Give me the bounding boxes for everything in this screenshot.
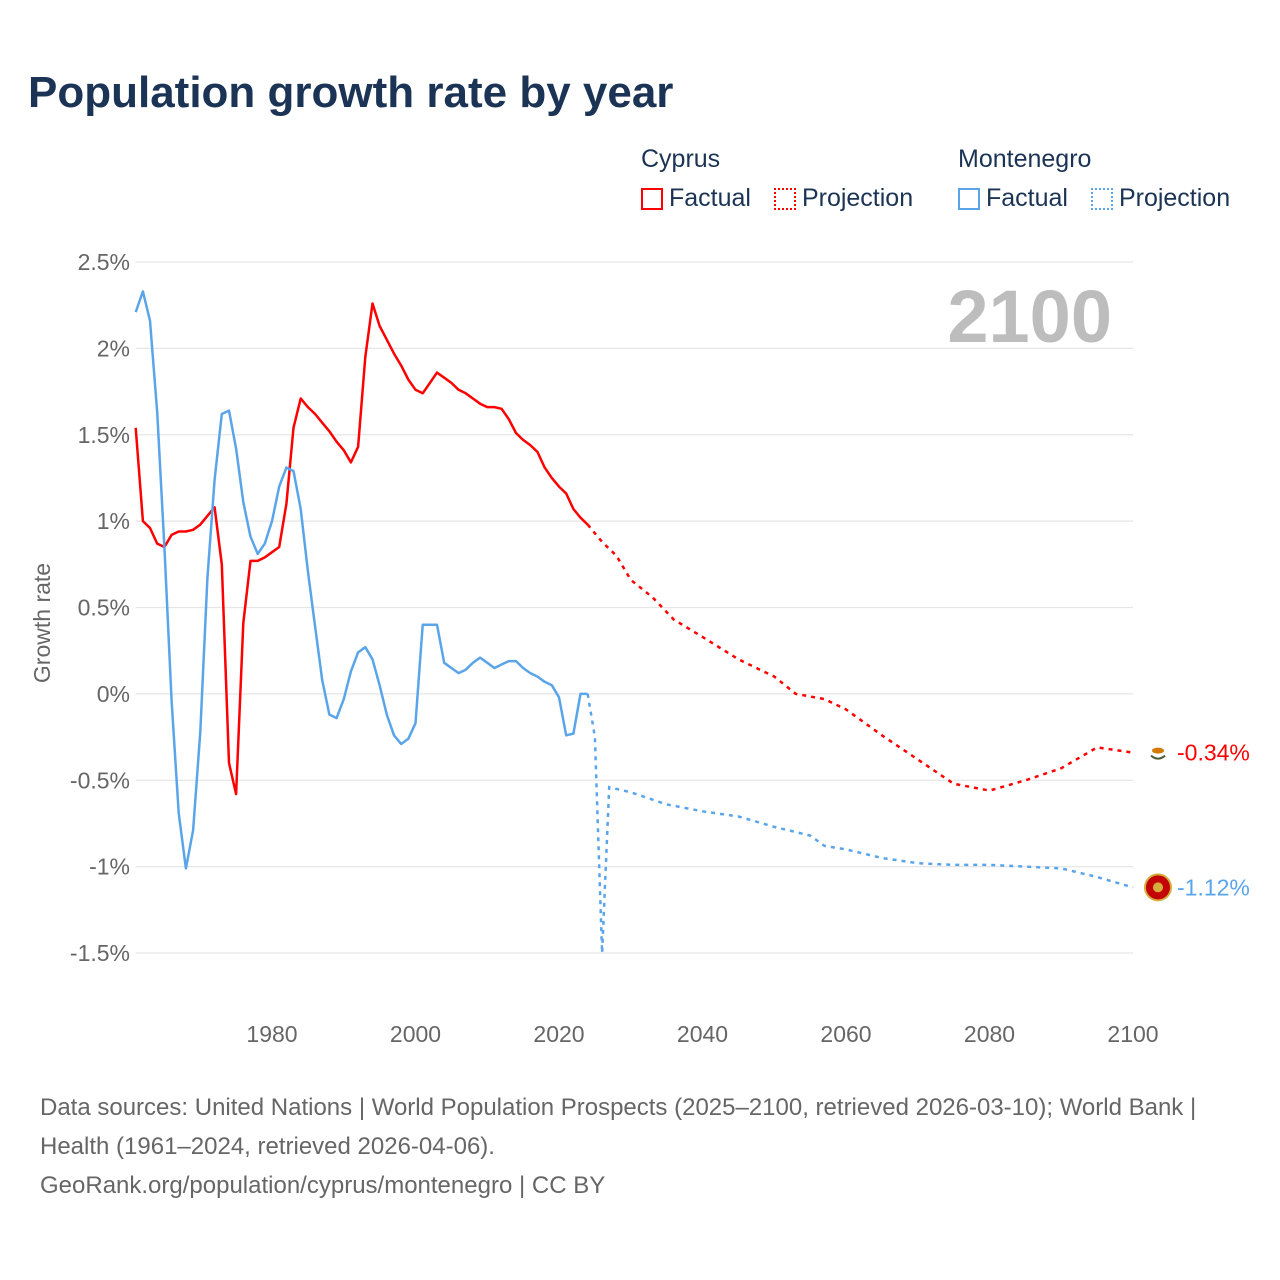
legend-group-cyprus: Cyprus Factual Projection — [641, 145, 929, 217]
x-tick-label: 2100 — [1107, 1021, 1158, 1047]
cyprus-flag-icon — [1148, 742, 1168, 763]
x-tick-label: 1980 — [246, 1021, 297, 1047]
x-tick-label: 2020 — [533, 1021, 584, 1047]
y-tick-label: 0.5% — [78, 595, 130, 621]
line-chart: 2.5% 2% 1.5% 1% 0.5% 0% -0.5% -1% -1.5% 1980 2000… — [29, 249, 1250, 1047]
legend-item-cyprus-factual[interactable]: Factual — [641, 184, 751, 213]
legend-label: Factual — [986, 184, 1068, 212]
montenegro-factual-line — [134, 290, 588, 870]
y-tick-label: -1.5% — [70, 940, 130, 966]
current-year-label: 2100 — [947, 275, 1112, 358]
legend-swatch-dotted — [773, 187, 796, 210]
legend-item-montenegro-factual[interactable]: Factual — [958, 184, 1068, 213]
credit-link[interactable]: GeoRank.org/population/cyprus/montenegro… — [40, 1172, 606, 1199]
legend-label: Factual — [669, 184, 751, 212]
cyprus-end-value-label: -0.34% — [1177, 740, 1250, 766]
x-tick-label: 2060 — [820, 1021, 871, 1047]
y-tick-label: 2% — [97, 335, 130, 361]
legend-item-montenegro-projection[interactable]: Projection — [1090, 184, 1231, 213]
legend-group-label: Cyprus — [641, 145, 721, 173]
y-tick-label: 1% — [97, 508, 130, 534]
y-tick-label: 0% — [97, 681, 130, 707]
legend-swatch-solid — [641, 187, 663, 210]
y-tick-label: -0.5% — [70, 767, 130, 793]
montenegro-projection-line — [586, 693, 1134, 954]
legend-label: Projection — [1118, 184, 1231, 212]
legend-item-cyprus-projection[interactable]: Projection — [773, 184, 914, 213]
data-sources: Data sources: United Nations | World Pop… — [40, 1094, 1197, 1160]
montenegro-end-value-label: -1.12% — [1177, 874, 1250, 900]
y-tick-label: 2.5% — [78, 249, 130, 275]
legend-label: Projection — [801, 184, 914, 212]
legend-swatch-solid — [958, 187, 980, 210]
montenegro-flag-icon — [1144, 873, 1172, 902]
y-tick-label: 1.5% — [78, 422, 130, 448]
y-tick-label: -1% — [89, 854, 130, 880]
chart-title: Population growth rate by year — [28, 68, 674, 117]
x-tick-label: 2040 — [677, 1021, 728, 1047]
x-tick-label: 2080 — [964, 1021, 1015, 1047]
cyprus-projection-line — [586, 523, 1134, 792]
footer: Data sources: United Nations | World Pop… — [40, 1088, 1240, 1205]
legend-group-label: Montenegro — [958, 145, 1092, 173]
y-axis-label: Growth rate — [29, 563, 55, 683]
x-tick-label: 2000 — [390, 1021, 441, 1047]
legend-group-montenegro: Montenegro Factual Projection — [958, 145, 1230, 217]
cyprus-factual-line — [134, 302, 589, 796]
legend-swatch-dotted — [1090, 187, 1113, 210]
